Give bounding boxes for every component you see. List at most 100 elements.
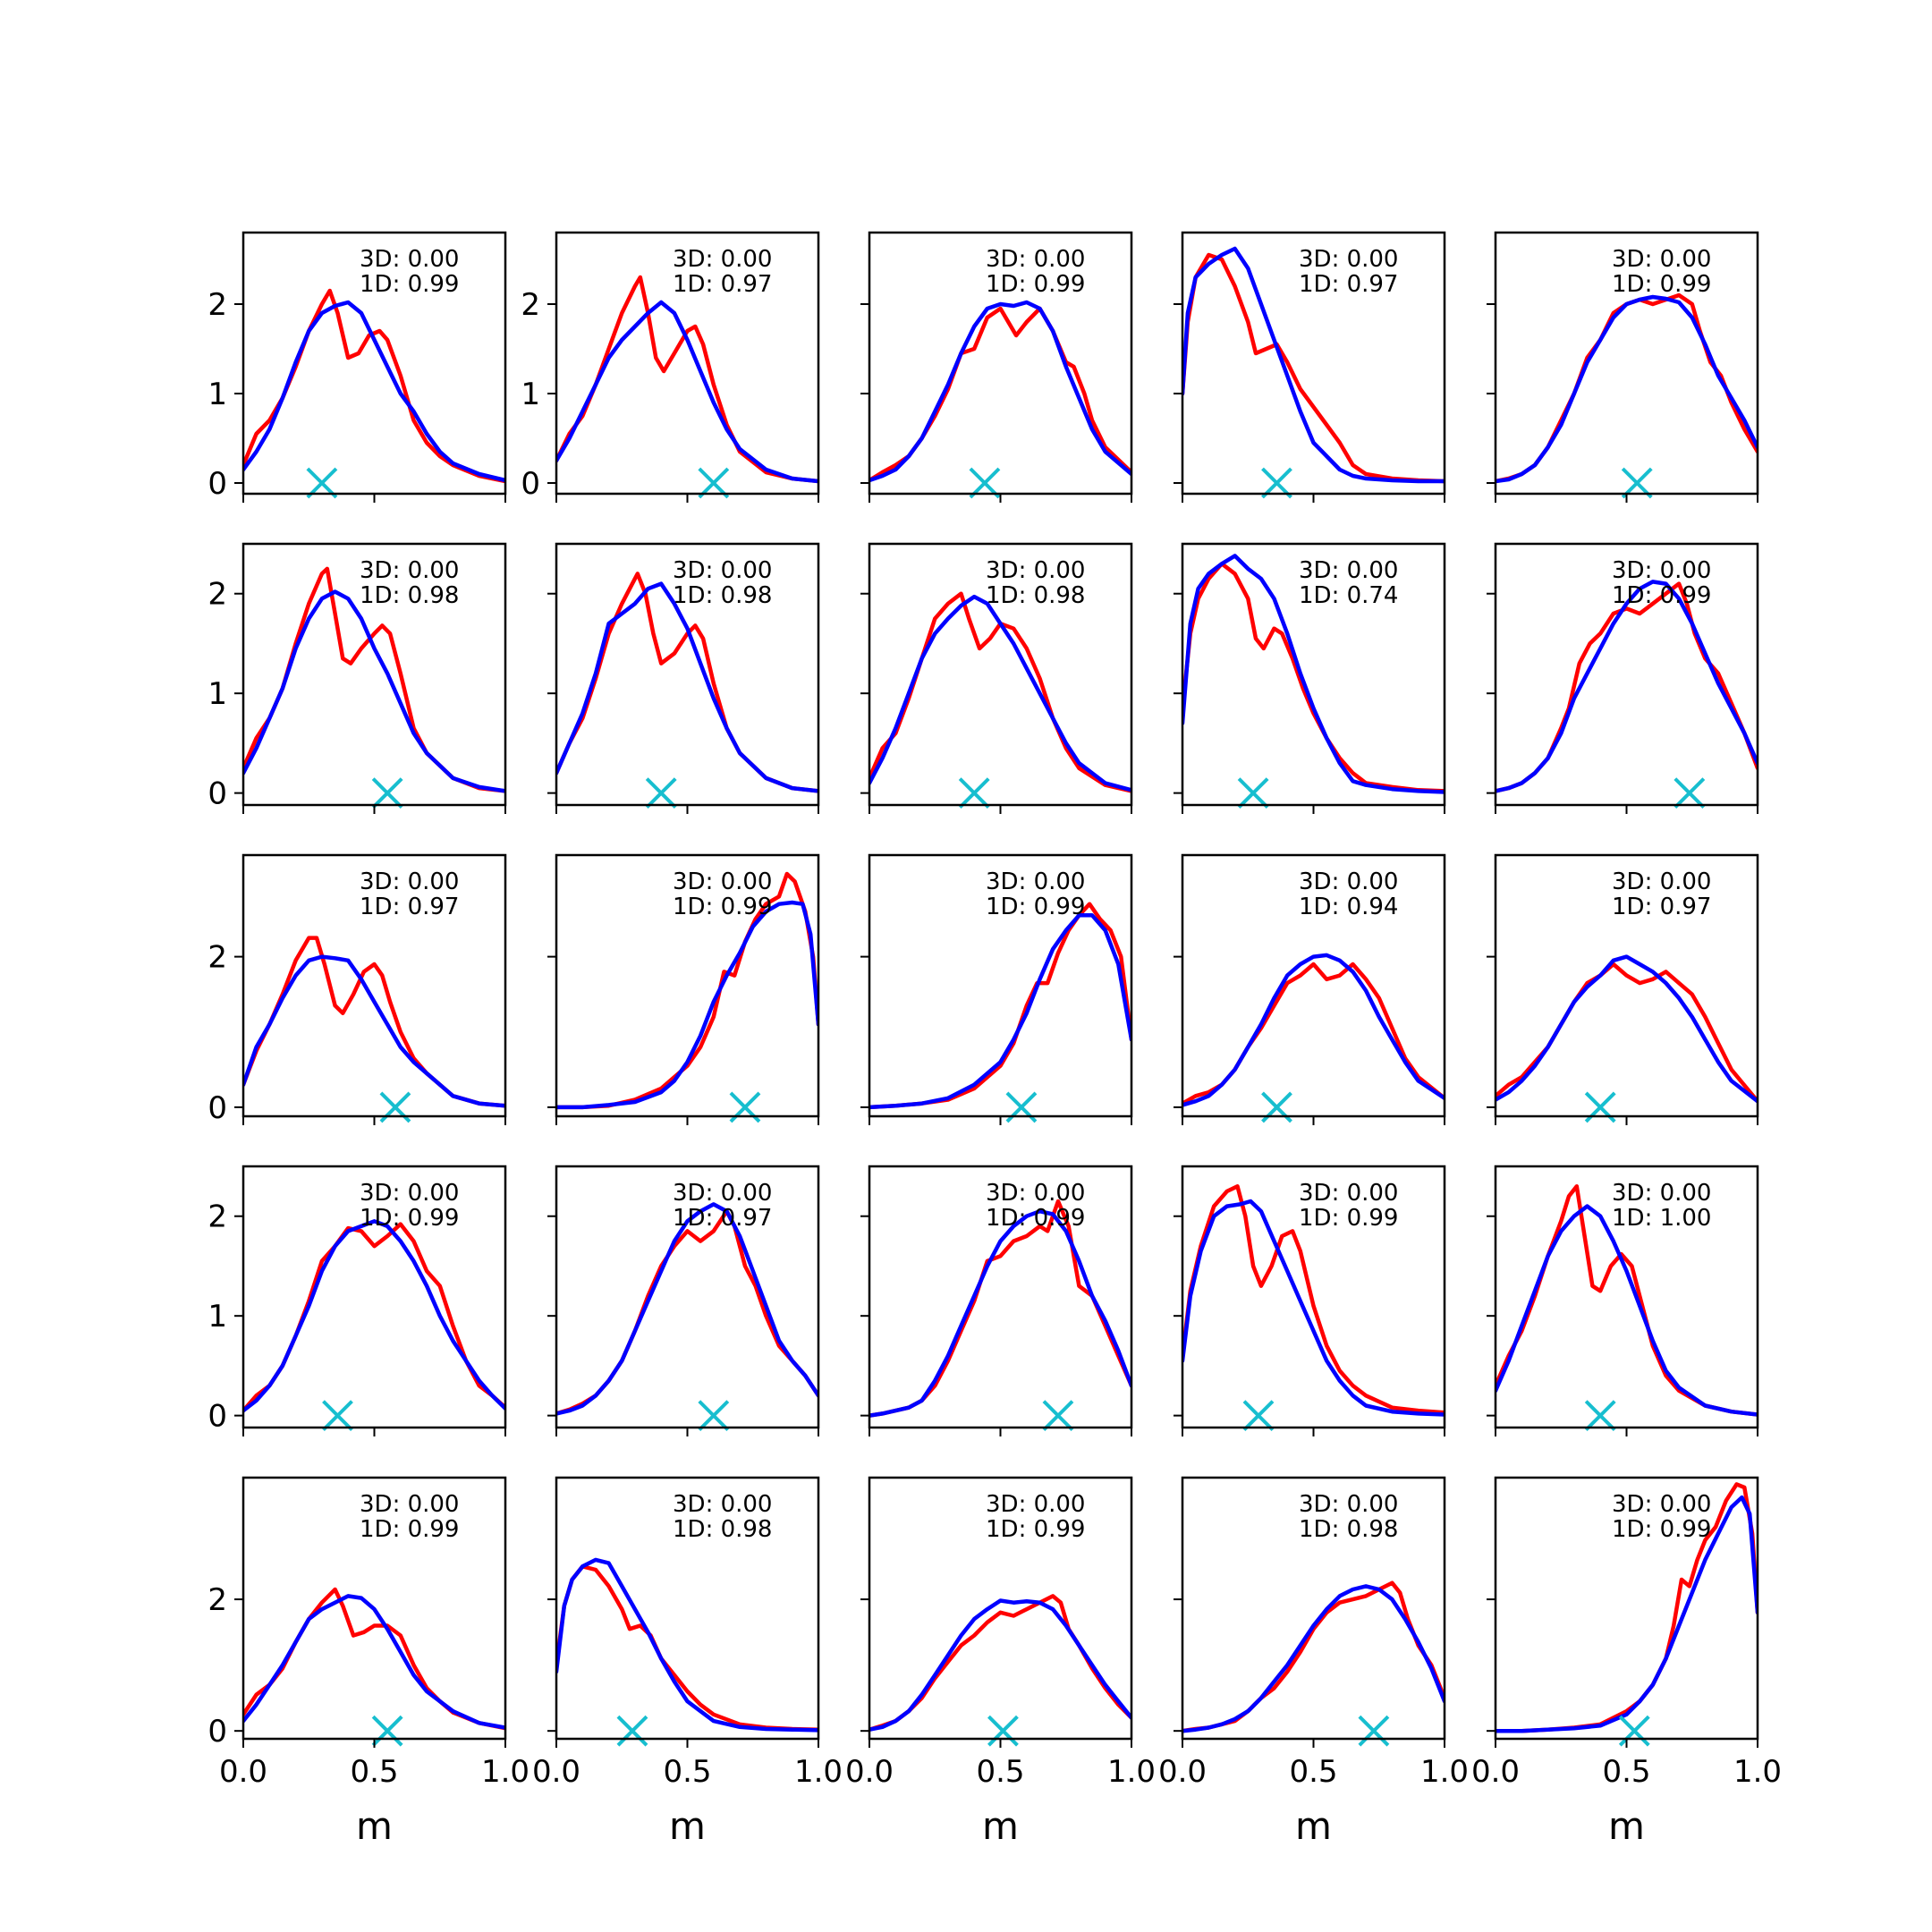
annotation-3d-r2c4: 3D: 0.00 [1612, 869, 1711, 895]
x-axis-label-r4c3: m [1295, 1804, 1332, 1848]
blue-curve-r1c2 [869, 594, 1131, 792]
annotation-3d-r2c3: 3D: 0.00 [1299, 869, 1398, 895]
x-tick-label-r4c4: 0.0 [1471, 1754, 1520, 1790]
x-tick-label-r4c0: 0.0 [219, 1754, 267, 1790]
y-tick-label-r3c0: 0 [208, 1399, 227, 1435]
y-tick-label-r3c0: 1 [208, 1299, 227, 1335]
annotation-3d-r4c1: 3D: 0.00 [673, 1491, 772, 1518]
annotation-1d-r3c1: 1D: 0.97 [673, 1205, 772, 1232]
x-axis-label-r4c2: m [982, 1804, 1019, 1848]
x-marker-r3c3 [1242, 1400, 1275, 1432]
annotation-3d-r0c4: 3D: 0.00 [1612, 246, 1711, 273]
x-marker-r4c4 [1618, 1715, 1650, 1747]
annotation-3d-r4c3: 3D: 0.00 [1299, 1491, 1398, 1518]
blue-curve-r2c2 [869, 913, 1131, 1110]
y-tick-label-r0c0: 2 [208, 287, 227, 323]
blue-curve-r4c1 [556, 1557, 818, 1733]
red-curve-r2c0 [243, 936, 505, 1108]
annotation-3d-r0c3: 3D: 0.00 [1299, 246, 1398, 273]
blue-curve-r3c0 [243, 1219, 505, 1413]
annotation-1d-r2c0: 1D: 0.97 [360, 894, 459, 920]
annotation-1d-r1c0: 1D: 0.98 [360, 582, 459, 609]
x-marker-r3c1 [698, 1400, 730, 1432]
annotation-1d-r3c4: 1D: 1.00 [1612, 1205, 1711, 1232]
annotation-3d-r1c4: 3D: 0.00 [1612, 557, 1711, 584]
annotation-1d-r3c0: 1D: 0.99 [360, 1205, 459, 1232]
blue-curve-r3c4 [1496, 1204, 1758, 1417]
red-curve-r4c3 [1182, 1580, 1445, 1733]
x-tick-label-r4c2: 0.5 [976, 1754, 1024, 1790]
x-axis-label-r4c4: m [1608, 1804, 1645, 1848]
red-curve-r2c2 [869, 902, 1131, 1110]
x-marker-r1c2 [958, 777, 990, 809]
blue-curve-r3c1 [556, 1202, 818, 1416]
y-tick-label-r0c0: 0 [208, 466, 227, 502]
blue-curve-r0c3 [1182, 246, 1445, 484]
x-marker-r0c3 [1261, 467, 1292, 499]
annotation-1d-r4c4: 1D: 0.99 [1612, 1516, 1711, 1543]
annotation-1d-r1c2: 1D: 0.98 [986, 582, 1085, 609]
y-tick-label-r0c0: 1 [208, 377, 227, 412]
x-axis-label-r4c1: m [669, 1804, 706, 1848]
y-tick-label-r1c0: 2 [208, 577, 227, 613]
annotation-3d-r1c3: 3D: 0.00 [1299, 557, 1398, 584]
annotation-3d-r1c1: 3D: 0.00 [673, 557, 772, 584]
annotation-3d-r1c2: 3D: 0.00 [986, 557, 1085, 584]
annotation-3d-r4c2: 3D: 0.00 [986, 1491, 1085, 1518]
x-marker-r3c2 [1042, 1400, 1074, 1432]
annotation-3d-r3c0: 3D: 0.00 [360, 1180, 459, 1207]
x-marker-r3c0 [322, 1400, 353, 1432]
x-marker-r0c2 [969, 467, 1001, 499]
x-tick-label-r4c1: 0.5 [663, 1754, 711, 1790]
red-curve-r3c0 [243, 1222, 505, 1413]
blue-curve-r2c1 [556, 900, 818, 1110]
y-tick-label-r0c1: 1 [521, 377, 540, 412]
annotation-3d-r0c0: 3D: 0.00 [360, 246, 459, 273]
red-curve-r0c4 [1496, 292, 1758, 484]
blue-curve-r2c3 [1182, 953, 1445, 1107]
red-curve-r0c0 [243, 288, 505, 484]
x-marker-r1c1 [645, 777, 677, 809]
annotation-3d-r2c1: 3D: 0.00 [673, 869, 772, 895]
annotation-1d-r3c2: 1D: 0.99 [986, 1205, 1085, 1232]
x-marker-r1c4 [1674, 777, 1706, 809]
annotation-3d-r2c0: 3D: 0.00 [360, 869, 459, 895]
x-tick-label-r4c1: 0.0 [532, 1754, 580, 1790]
annotation-1d-r0c4: 1D: 0.99 [1612, 271, 1711, 298]
annotation-1d-r1c3: 1D: 0.74 [1299, 582, 1398, 609]
blue-curve-r0c0 [243, 300, 505, 483]
red-curve-r2c4 [1496, 962, 1758, 1104]
red-curve-r4c1 [556, 1564, 818, 1732]
blue-curve-r0c1 [556, 300, 818, 484]
annotation-1d-r0c1: 1D: 0.97 [673, 271, 772, 298]
blue-curve-r4c3 [1182, 1584, 1445, 1733]
y-tick-label-r2c0: 0 [208, 1090, 227, 1126]
y-tick-label-r0c1: 2 [521, 287, 540, 323]
red-curve-r0c1 [556, 275, 818, 484]
x-marker-r4c2 [987, 1715, 1019, 1747]
blue-curve-r1c4 [1496, 580, 1758, 793]
y-tick-label-r1c0: 1 [208, 676, 227, 712]
red-curve-r3c3 [1182, 1184, 1445, 1415]
x-tick-label-r4c3: 0.0 [1158, 1754, 1207, 1790]
blue-curve-r1c1 [556, 581, 818, 793]
blue-curve-r2c0 [243, 954, 505, 1108]
blue-curve-r3c3 [1182, 1199, 1445, 1417]
x-tick-label-r4c1: 1.0 [794, 1754, 843, 1790]
x-tick-label-r4c2: 1.0 [1107, 1754, 1156, 1790]
